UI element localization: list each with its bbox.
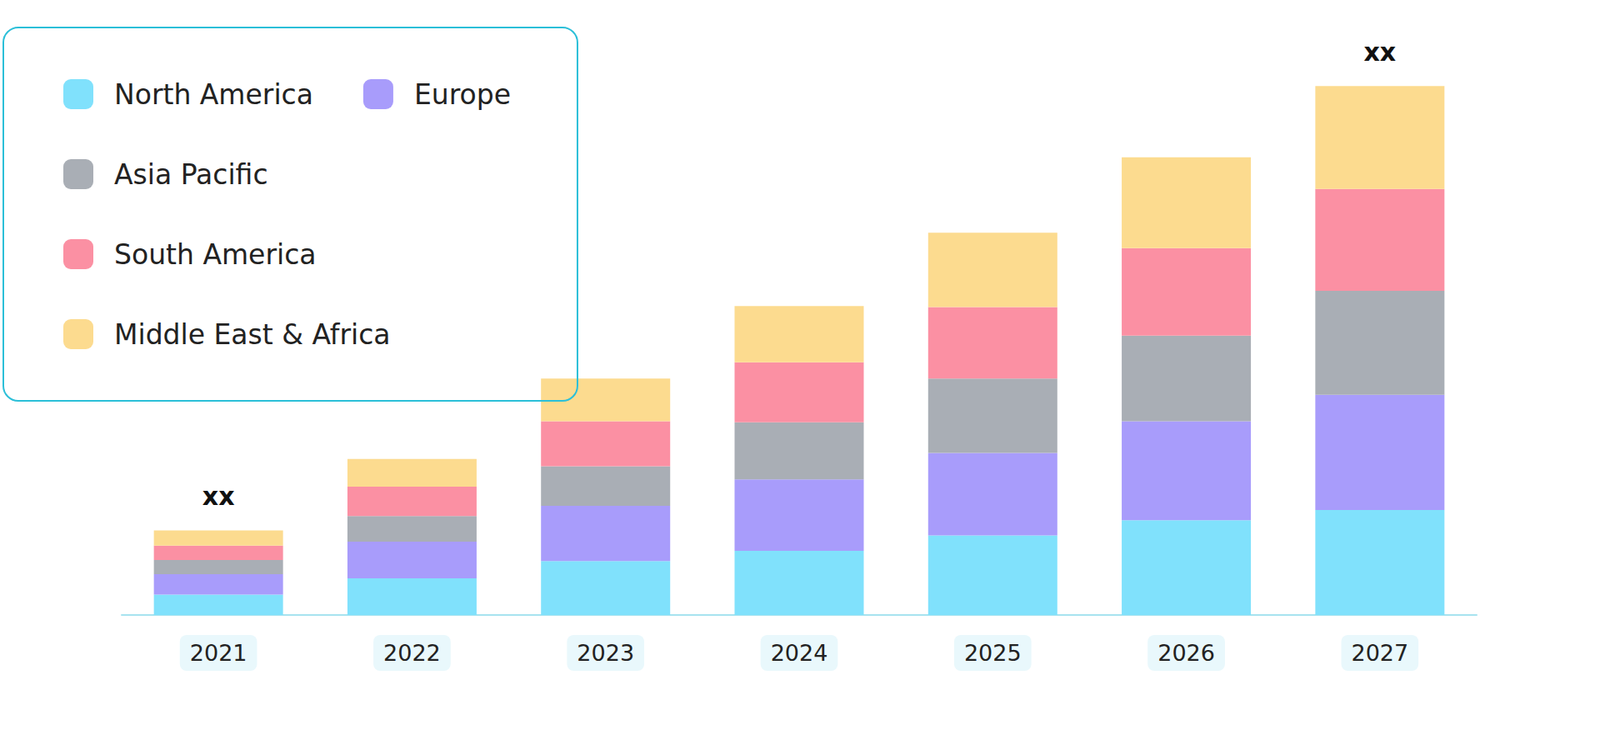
svg-text:2027: 2027: [1350, 640, 1409, 666]
svg-text:xx: xx: [1364, 37, 1397, 67]
svg-text:2024: 2024: [770, 640, 829, 666]
svg-text:North America: North America: [114, 78, 314, 111]
svg-text:Asia Pacific: Asia Pacific: [114, 158, 269, 191]
svg-text:South America: South America: [114, 238, 317, 271]
svg-text:2021: 2021: [190, 640, 248, 666]
svg-text:Europe: Europe: [414, 78, 511, 111]
svg-text:2022: 2022: [383, 640, 441, 666]
svg-text:xx: xx: [202, 481, 235, 511]
svg-text:2023: 2023: [576, 640, 635, 666]
svg-text:2025: 2025: [964, 640, 1022, 666]
svg-text:2026: 2026: [1157, 640, 1215, 666]
svg-text:Middle East & Africa: Middle East & Africa: [114, 318, 391, 351]
